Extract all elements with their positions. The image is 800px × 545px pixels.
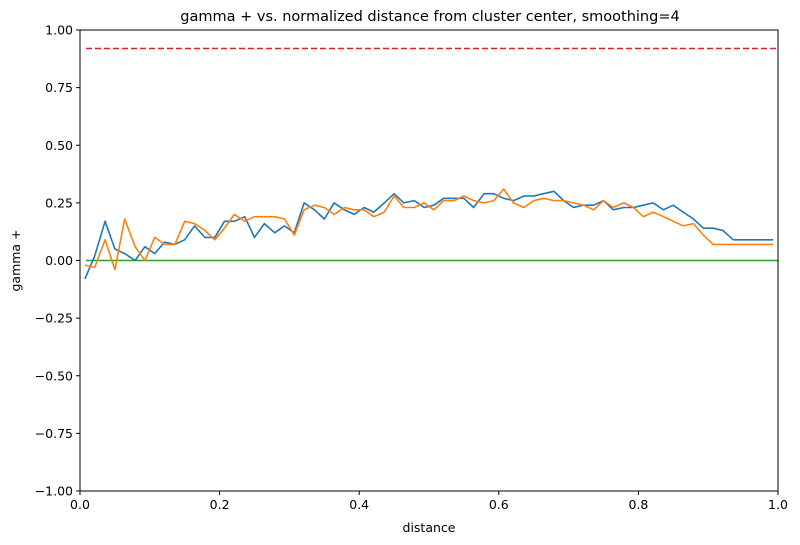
series-line-1: [84, 190, 774, 280]
y-tick-label: −0.75: [35, 426, 73, 441]
x-axis: 0.0 0.2 0.4 0.6 0.8 1.0: [70, 491, 788, 512]
y-axis: −1.00 −0.75 −0.50 −0.25 0.00 0.25 0.50 0.75 1.00: [35, 23, 80, 499]
y-axis-label: gamma +: [8, 229, 23, 291]
y-tick-label: −1.00: [35, 484, 73, 499]
y-tick-label: 0.00: [45, 253, 73, 268]
y-tick-label: 1.00: [45, 23, 73, 38]
x-tick-label: 0.0: [70, 497, 90, 512]
y-tick-label: −0.25: [35, 311, 73, 326]
chart-title: gamma + vs. normalized distance from clu…: [180, 9, 679, 25]
x-axis-label: distance: [403, 520, 456, 535]
y-tick-label: 0.50: [45, 138, 73, 153]
series-line-2: [84, 188, 774, 271]
x-tick-label: 0.8: [628, 497, 648, 512]
x-tick-label: 0.4: [349, 497, 369, 512]
x-tick-label: 0.6: [489, 497, 509, 512]
y-tick-label: 0.75: [45, 80, 73, 95]
x-tick-label: 1.0: [768, 497, 788, 512]
y-tick-label: −0.50: [35, 368, 73, 383]
y-tick-label: 0.25: [45, 195, 73, 210]
plot-area: [84, 47, 778, 280]
x-tick-label: 0.2: [210, 497, 230, 512]
